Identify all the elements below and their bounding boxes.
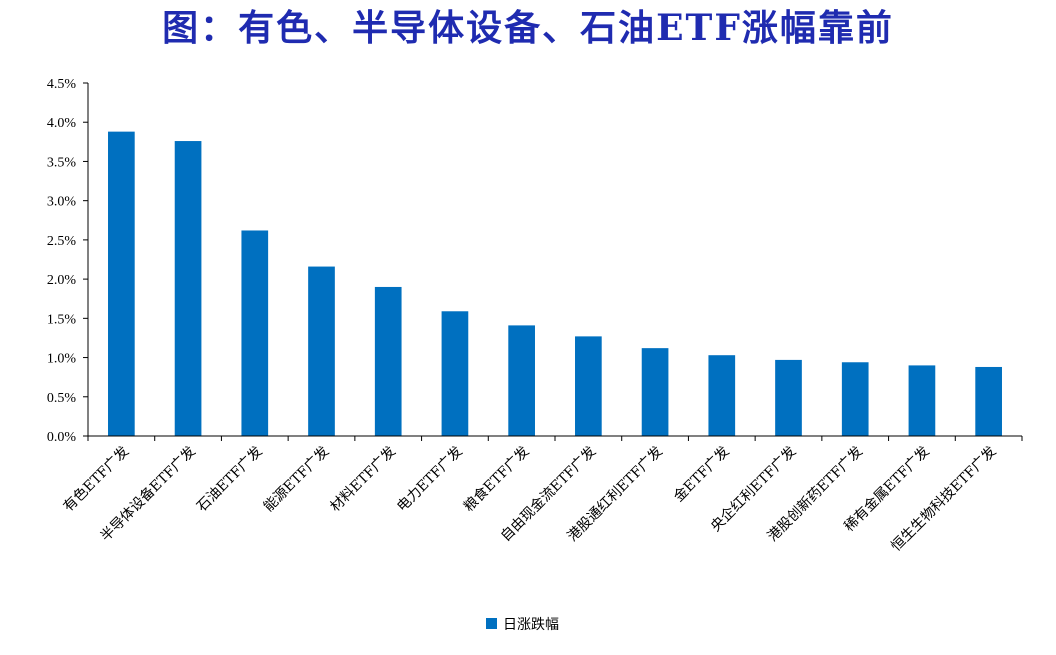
y-axis: 0.0% 0.5% 1.0% 1.5% 2.0% 2.5% 3.0% 3.5% 4.0% 4.5% (47, 77, 89, 445)
y-tick-label: 1.5% (47, 312, 77, 327)
x-tick-label: 电力ETF广发 (394, 444, 466, 516)
y-tick-label: 0.5% (47, 391, 77, 406)
bar (174, 141, 202, 436)
x-tick-label: 材料ETF广发 (327, 444, 399, 516)
y-tick-label: 0.0% (47, 430, 77, 445)
y-tick-label: 4.5% (47, 77, 77, 92)
y-tick-label: 3.0% (47, 195, 77, 210)
chart-title: 图：有色、半导体设备、石油ETF涨幅靠前 (162, 7, 894, 49)
x-axis: 有色ETF广发半导体设备ETF广发石油ETF广发能源ETF广发材料ETF广发电力… (60, 435, 1023, 555)
bar (441, 311, 469, 436)
bar (975, 366, 1002, 436)
legend-swatch (486, 618, 497, 629)
legend: 日涨跌幅 (486, 617, 559, 633)
y-tick-label: 4.0% (47, 116, 77, 131)
x-tick-label: 石油ETF广发 (194, 444, 266, 516)
bar (108, 131, 135, 436)
bar (508, 325, 535, 436)
y-tick-label: 1.0% (47, 352, 77, 367)
y-tick-label: 2.5% (47, 234, 77, 249)
x-tick-label: 有色ETF广发 (60, 443, 132, 515)
x-tick-label: 金ETF广发 (671, 444, 733, 506)
bar (241, 230, 269, 436)
legend-label: 日涨跌幅 (503, 617, 559, 633)
bar (775, 359, 802, 436)
bar (308, 266, 335, 436)
bar (908, 365, 936, 436)
bars (108, 131, 1002, 436)
x-tick-label: 粮食ETF广发 (460, 443, 532, 515)
bar (641, 348, 669, 436)
bar (708, 355, 736, 436)
bar (575, 336, 602, 436)
bar (841, 362, 869, 436)
x-tick-label: 能源ETF广发 (261, 444, 333, 516)
y-tick-label: 3.5% (47, 155, 77, 170)
y-tick-label: 2.0% (47, 273, 77, 288)
bar (374, 286, 402, 436)
